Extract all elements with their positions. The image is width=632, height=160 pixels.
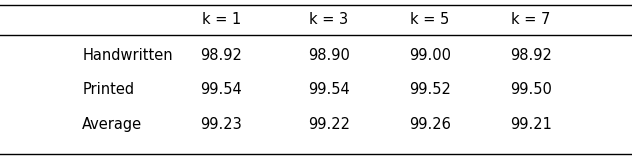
Text: 98.92: 98.92 bbox=[510, 48, 552, 64]
Text: 99.54: 99.54 bbox=[308, 82, 349, 97]
Text: 99.22: 99.22 bbox=[308, 117, 349, 132]
Text: 99.26: 99.26 bbox=[409, 117, 451, 132]
Text: 99.00: 99.00 bbox=[409, 48, 451, 64]
Text: 98.90: 98.90 bbox=[308, 48, 349, 64]
Text: Average: Average bbox=[82, 117, 142, 132]
Text: 99.52: 99.52 bbox=[409, 82, 451, 97]
Text: 99.21: 99.21 bbox=[510, 117, 552, 132]
Text: Handwritten: Handwritten bbox=[82, 48, 173, 64]
Text: 99.54: 99.54 bbox=[200, 82, 242, 97]
Text: k = 1: k = 1 bbox=[202, 12, 241, 27]
Text: k = 3: k = 3 bbox=[309, 12, 348, 27]
Text: k = 7: k = 7 bbox=[511, 12, 550, 27]
Text: Printed: Printed bbox=[82, 82, 134, 97]
Text: 99.23: 99.23 bbox=[200, 117, 242, 132]
Text: k = 5: k = 5 bbox=[410, 12, 449, 27]
Text: 99.50: 99.50 bbox=[510, 82, 552, 97]
Text: 98.92: 98.92 bbox=[200, 48, 242, 64]
